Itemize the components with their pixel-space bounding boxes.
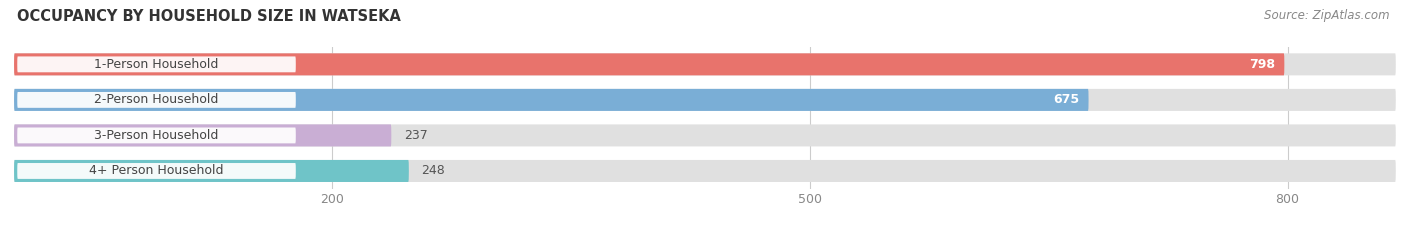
FancyBboxPatch shape [14,53,1396,75]
FancyBboxPatch shape [14,160,1396,182]
FancyBboxPatch shape [14,124,391,147]
FancyBboxPatch shape [17,127,295,143]
FancyBboxPatch shape [14,53,1284,75]
Text: 3-Person Household: 3-Person Household [94,129,219,142]
Text: 1-Person Household: 1-Person Household [94,58,219,71]
FancyBboxPatch shape [14,124,1396,147]
Text: 798: 798 [1249,58,1275,71]
Text: OCCUPANCY BY HOUSEHOLD SIZE IN WATSEKA: OCCUPANCY BY HOUSEHOLD SIZE IN WATSEKA [17,9,401,24]
Text: Source: ZipAtlas.com: Source: ZipAtlas.com [1264,9,1389,22]
FancyBboxPatch shape [14,89,1396,111]
FancyBboxPatch shape [17,56,295,72]
Text: 4+ Person Household: 4+ Person Household [89,164,224,178]
Text: 675: 675 [1053,93,1078,106]
Text: 2-Person Household: 2-Person Household [94,93,219,106]
FancyBboxPatch shape [14,160,409,182]
FancyBboxPatch shape [17,163,295,179]
FancyBboxPatch shape [14,89,1088,111]
Text: 248: 248 [422,164,446,178]
FancyBboxPatch shape [17,92,295,108]
Text: 237: 237 [404,129,427,142]
